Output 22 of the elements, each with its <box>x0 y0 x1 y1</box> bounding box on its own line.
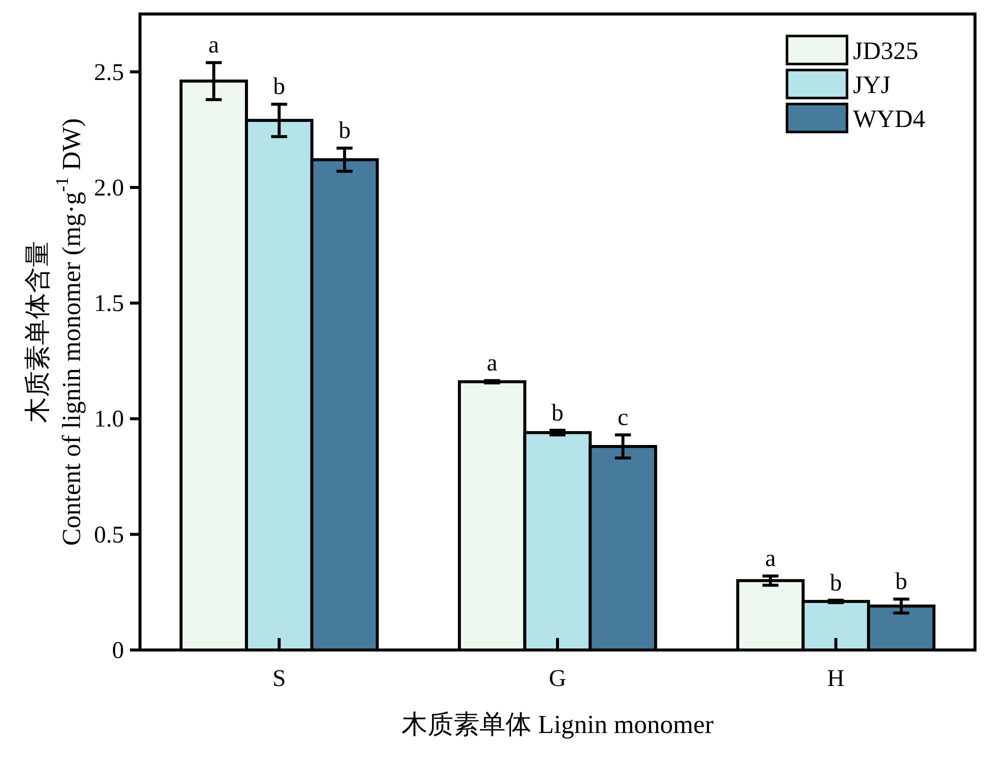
data-label: b <box>338 118 351 144</box>
data-label: b <box>830 570 842 596</box>
legend-label: WYD4 <box>853 106 926 133</box>
data-label: a <box>765 546 776 572</box>
y-tick-label: 2.5 <box>94 60 124 86</box>
data-label: b <box>273 74 286 100</box>
y-tick-label: 1.0 <box>94 406 124 433</box>
data-label: b <box>552 400 564 426</box>
data-label: b <box>895 569 908 596</box>
data-label: c <box>618 404 628 431</box>
y-tick-label: 2.0 <box>94 175 124 202</box>
legend-label: JYJ <box>853 72 891 99</box>
y-tick-label: 0 <box>112 638 124 664</box>
y-tick-label: 1.5 <box>94 291 124 318</box>
x-tick-label: G <box>548 666 566 692</box>
x-tick-label: S <box>272 666 286 692</box>
data-label: a <box>208 32 220 59</box>
data-label: a <box>486 350 498 377</box>
y-tick-label: 0.5 <box>94 522 124 548</box>
x-tick-label: H <box>827 666 845 692</box>
legend-label: JD325 <box>853 38 918 65</box>
x-axis-title: 木质素单体 Lignin monomer <box>402 710 714 739</box>
